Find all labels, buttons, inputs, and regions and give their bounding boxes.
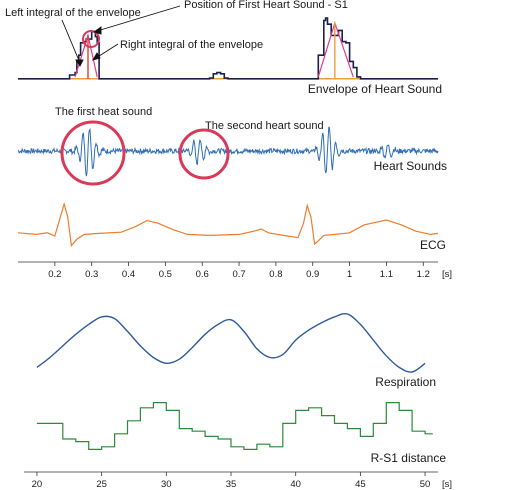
axis-tick-label: 35 xyxy=(226,479,237,490)
ecg-panel-title: ECG xyxy=(420,238,446,252)
axis-tick-label: 40 xyxy=(290,479,301,490)
axis-tick-label: 0.7 xyxy=(232,269,245,280)
axis-tick-label: 0.8 xyxy=(269,269,282,280)
envelope-series-line xyxy=(18,17,438,80)
second-sound-label: The second heart sound xyxy=(205,120,324,132)
rs1-panel-title: R-S1 distance xyxy=(371,451,447,465)
axis-tick-label: 0.5 xyxy=(159,269,172,280)
bottom-axis-ticks: 20 25 30 35 40 45 50 xyxy=(32,472,431,490)
right-integral-label: Right integral of the envelope xyxy=(120,39,263,51)
ecg-series-line xyxy=(17,201,439,248)
axis-tick-label: 0.2 xyxy=(48,269,61,280)
resp-panel-title: Respiration xyxy=(375,375,436,389)
axis-tick-label: 1.1 xyxy=(380,269,393,280)
s1-envelope-circle xyxy=(82,30,100,48)
axis-tick-label: 1 xyxy=(347,269,352,280)
axis-tick-label: 1.2 xyxy=(417,269,430,280)
axis-tick-label: 0.6 xyxy=(196,269,209,280)
s1-position-label: Position of First Heart Sound - S1 xyxy=(184,0,348,11)
respiration-series-line xyxy=(36,312,426,373)
first-sound-circle xyxy=(60,120,126,186)
top-axis-ticks: 0.2 0.3 0.4 0.5 0.6 0.7 0.8 0.9 1 1.1 1.2 xyxy=(48,262,430,280)
top-axis-unit: [s] xyxy=(442,269,452,280)
axis-tick-label: 0.3 xyxy=(85,269,98,280)
envelope-panel-title: Envelope of Heart Sound xyxy=(308,82,442,96)
axis-tick-label: 30 xyxy=(161,479,172,490)
axis-tick-label: 0.9 xyxy=(306,269,319,280)
heart-panel-title: Heart Sounds xyxy=(374,159,447,173)
axis-tick-label: 50 xyxy=(420,479,431,490)
axis-tick-label: 25 xyxy=(96,479,107,490)
axis-tick-label: 45 xyxy=(355,479,366,490)
annotation-arrows xyxy=(61,5,181,67)
first-sound-label: The first heat sound xyxy=(55,106,152,118)
second-sound-circle xyxy=(178,128,230,180)
axis-tick-label: 0.4 xyxy=(122,269,135,280)
bottom-axis-unit: [s] xyxy=(442,479,452,490)
left-integral-label: Left integral of the envelope xyxy=(5,7,141,19)
axis-tick-label: 20 xyxy=(32,479,43,490)
rs1-distance-series-line xyxy=(36,402,433,450)
